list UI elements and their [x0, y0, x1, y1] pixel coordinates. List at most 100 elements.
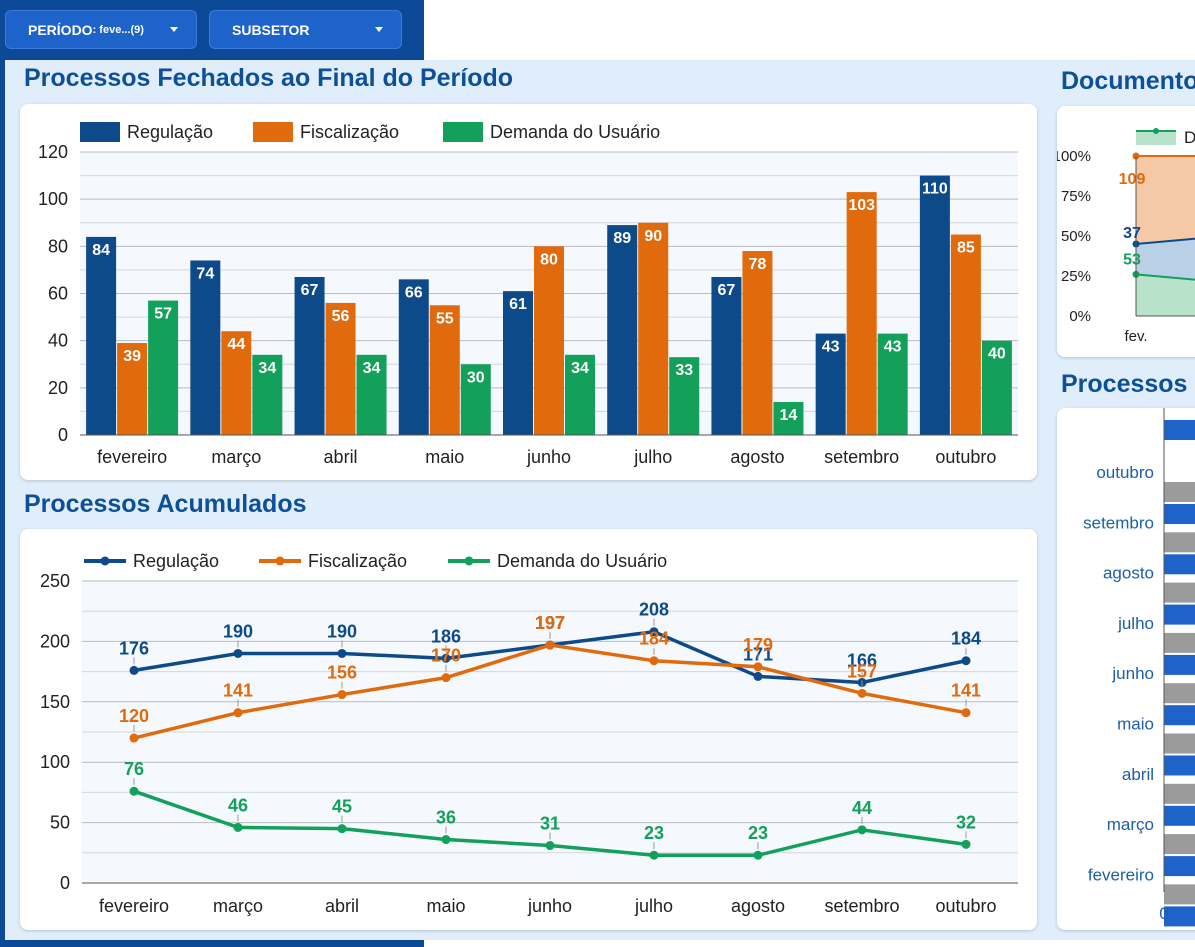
- point-regulacao: [129, 665, 139, 675]
- y-tick-label: 100: [38, 189, 68, 209]
- x-tick-label: maio: [426, 896, 465, 916]
- legend-label-demanda: Demanda do Usuário: [490, 122, 660, 142]
- point-data-label: 197: [535, 613, 565, 633]
- hbar-gray: [1164, 683, 1195, 704]
- point-data-label: 76: [124, 759, 144, 779]
- legend-swatch-regulacao: [80, 122, 120, 142]
- bar-regulacao: [190, 260, 221, 435]
- point-demanda: [753, 850, 763, 860]
- legend-label-fiscalizacao: Fiscalização: [308, 551, 407, 571]
- bar-data-label: 39: [123, 348, 141, 365]
- area-line: [1135, 237, 1195, 245]
- point-data-label: 46: [228, 795, 248, 815]
- point-fiscalizacao: [129, 733, 139, 743]
- subsetor-filter-button[interactable]: SUBSETOR: [209, 10, 402, 49]
- x-tick-label: maio: [425, 447, 464, 467]
- y-tick-label: 80: [48, 236, 68, 256]
- fechados-section-title: Processos Fechados ao Final do Período: [24, 64, 514, 92]
- hbar-gray: [1164, 582, 1195, 603]
- periodo-filter-button[interactable]: PERÍODO: feve...(9): [5, 10, 197, 49]
- x-tick-label: junho: [527, 896, 572, 916]
- y-tick-label: 25%: [1061, 268, 1091, 285]
- bar-demanda: [356, 354, 387, 435]
- legend-swatch-fiscalizacao: [253, 122, 293, 142]
- bar-data-label: 66: [405, 284, 423, 301]
- area-data-label: 53: [1123, 251, 1141, 268]
- documentos-area-chart: 0% 25% 50% 75% 100% fev. 109 37 53 D: [1057, 128, 1195, 345]
- y-category-label: junho: [1111, 664, 1154, 683]
- x-tick-label: setembro: [824, 447, 899, 467]
- subsetor-filter-label: SUBSETOR: [232, 21, 310, 38]
- hbar-top: [1164, 420, 1195, 440]
- hbar-blue: [1164, 906, 1195, 927]
- documentos-chart-card: 0% 25% 50% 75% 100% fev. 109 37 53 D: [1057, 106, 1195, 357]
- legend-marker-regulacao: [100, 556, 110, 566]
- legend-swatch-demanda: [1136, 131, 1176, 145]
- area-data-label: 37: [1123, 225, 1141, 242]
- x-tick-label: junho: [526, 447, 571, 467]
- y-tick-label: 50%: [1061, 228, 1091, 245]
- point-data-label: 31: [540, 814, 560, 834]
- y-category-label: março: [1107, 815, 1154, 834]
- bar-demanda: [773, 401, 804, 435]
- processos-hbar-card: outubro setembro agosto julho junho maio abril…: [1057, 408, 1195, 930]
- point-data-label: 197: [535, 613, 565, 633]
- legend-label-fiscalizacao: Fiscalização: [300, 122, 399, 142]
- bar-fiscalizacao: [742, 251, 773, 435]
- x-tick-label: julho: [634, 896, 673, 916]
- hbar-gray: [1164, 532, 1195, 553]
- point-regulacao: [337, 648, 347, 658]
- bar-fiscalizacao: [429, 305, 460, 435]
- point-data-label: 184: [951, 629, 981, 649]
- point-regulacao: [441, 653, 451, 663]
- x-tick-label: setembro: [824, 896, 899, 916]
- fechados-chart-card: 0 20 40 60 80 100 120 fevereiro 84 39 57 março 74 44 3…: [20, 104, 1037, 480]
- bar-data-label: 44: [227, 336, 245, 353]
- point-data-label: 186: [431, 626, 461, 646]
- point-regulacao: [649, 627, 659, 637]
- y-tick-label: 60: [48, 284, 68, 304]
- bar-fiscalizacao: [325, 302, 356, 435]
- bar-fiscalizacao: [534, 246, 564, 435]
- bar-data-label: 33: [675, 362, 693, 379]
- point-fiscalizacao: [961, 708, 971, 718]
- bar-regulacao: [919, 175, 950, 435]
- legend-label-regulacao: Regulação: [127, 122, 213, 142]
- hbar-blue: [1164, 805, 1195, 826]
- bar-data-label: 61: [509, 296, 527, 313]
- bar-fiscalizacao: [117, 343, 148, 435]
- acumulados-section-title: Processos Acumulados: [24, 490, 307, 518]
- bar-data-label: 110: [922, 181, 948, 198]
- point-data-label: 208: [639, 600, 669, 620]
- point-demanda: [129, 786, 139, 796]
- x-tick-label: abril: [325, 896, 359, 916]
- bar-data-label: 84: [92, 242, 110, 259]
- acumulados-chart-card: 0 50 100 150 200 250 fevereiro março abril maio ju…: [20, 529, 1037, 930]
- area-data-label: 109: [1119, 171, 1146, 188]
- bar-data-label: 57: [154, 306, 172, 323]
- y-tick-label: 250: [40, 571, 70, 591]
- y-category-label: abril: [1122, 765, 1154, 784]
- point-demanda: [337, 824, 347, 834]
- bar-data-label: 40: [988, 346, 1006, 363]
- bar-demanda: [252, 354, 283, 435]
- point-data-label: 141: [951, 681, 981, 701]
- bar-fiscalizacao: [221, 331, 252, 435]
- point-fiscalizacao: [337, 690, 347, 700]
- bar-regulacao: [398, 279, 429, 435]
- point-demanda: [649, 850, 659, 860]
- bar-data-label: 80: [540, 251, 558, 268]
- hbar-blue: [1164, 504, 1195, 524]
- x-tick-label: março: [211, 447, 261, 467]
- point-data-label: 179: [743, 635, 773, 655]
- point-data-label: 44: [852, 798, 872, 818]
- acumulados-line-chart: 0 50 100 150 200 250 fevereiro março abril maio ju…: [40, 551, 1018, 916]
- bar-demanda: [460, 364, 491, 435]
- point-data-label: 141: [223, 681, 253, 701]
- hbar-gray: [1164, 733, 1195, 754]
- legend-label-demanda: Demanda do Usuário: [497, 551, 667, 571]
- bar-data-label: 85: [957, 240, 975, 257]
- fechados-bar-chart: 0 20 40 60 80 100 120 fevereiro 84 39 57 março 74 44 3…: [38, 122, 1018, 467]
- y-category-label: julho: [1117, 614, 1154, 633]
- y-category-label: fevereiro: [1088, 865, 1154, 884]
